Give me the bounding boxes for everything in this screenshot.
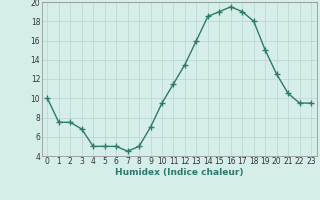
X-axis label: Humidex (Indice chaleur): Humidex (Indice chaleur) (115, 168, 244, 177)
